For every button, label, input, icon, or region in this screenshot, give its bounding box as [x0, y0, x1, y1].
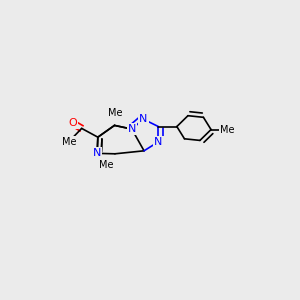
Text: N: N [93, 148, 101, 158]
Text: Me: Me [220, 124, 235, 135]
Text: O: O [68, 118, 77, 128]
Text: Me: Me [62, 136, 76, 147]
Text: N: N [128, 124, 136, 134]
Text: N: N [139, 114, 148, 124]
Text: N: N [154, 137, 163, 147]
Text: Me: Me [108, 108, 123, 118]
Text: Me: Me [99, 160, 114, 170]
